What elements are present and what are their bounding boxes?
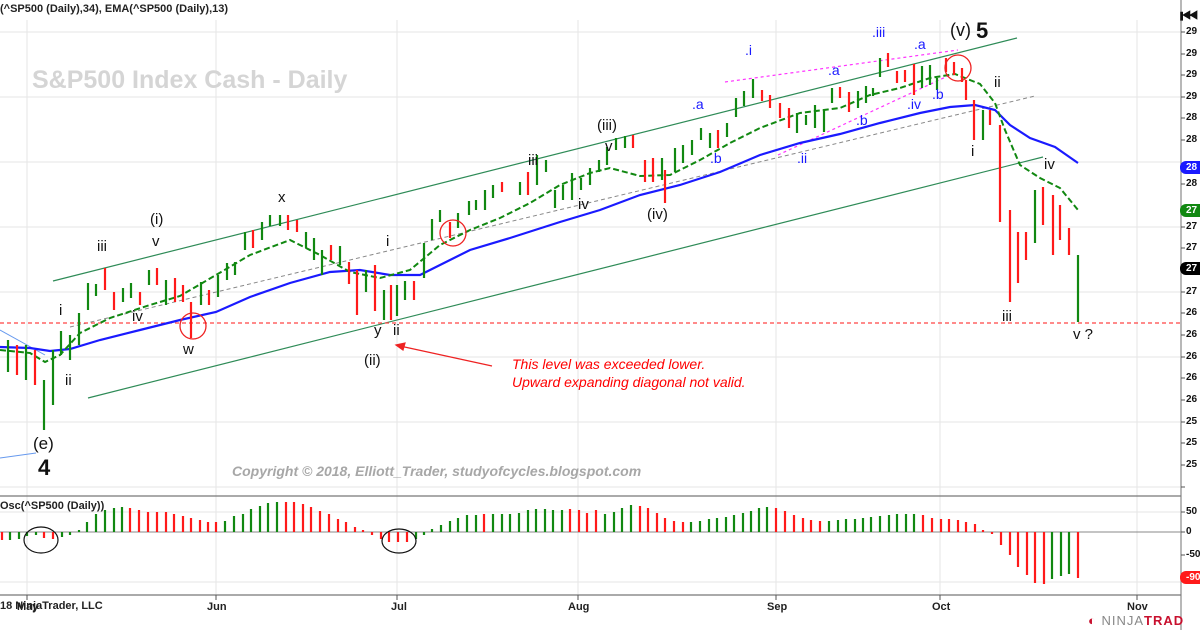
sma-value-tag: 28 <box>1180 161 1200 174</box>
chart-watermark-title: S&P500 Index Cash - Daily <box>32 66 348 94</box>
wave-label: iii <box>528 152 538 169</box>
wave-label: iv <box>1044 156 1055 173</box>
wave-label: ii <box>994 74 1001 91</box>
subwave-label: .i <box>745 42 752 58</box>
osc-tick: 50 <box>1186 506 1198 517</box>
wave-label: iv <box>132 308 143 325</box>
price-tick: 26 <box>1186 372 1198 383</box>
osc-tick: -50 <box>1186 549 1200 560</box>
oscillator-label: Osc(^SP500 (Daily)) <box>0 500 105 512</box>
subwave-label: .a <box>828 62 840 78</box>
subwave-label: .a <box>692 96 704 112</box>
osc-value-tag: -90 <box>1180 571 1200 584</box>
wave-5-label: 5 <box>976 18 989 43</box>
price-tick: 26 <box>1186 329 1198 340</box>
price-tick: 29 <box>1186 48 1198 59</box>
price-tick: 25 <box>1186 437 1198 448</box>
highlight-circles <box>179 54 972 340</box>
wave-label: y <box>374 322 382 339</box>
subwave-label: .b <box>856 112 868 128</box>
ninja-logo-icon: ◐ <box>1088 613 1097 628</box>
annotation-arrow <box>394 342 493 367</box>
subwave-label: .a <box>914 36 926 52</box>
wave-label: i <box>386 233 390 250</box>
month-label: Nov <box>1127 601 1148 613</box>
wave-label: i <box>59 302 63 319</box>
sma34-line <box>0 103 1079 353</box>
wave-label: iii <box>97 238 107 255</box>
subwave-label: .b <box>710 150 722 166</box>
price-tick: 29 <box>1186 69 1198 80</box>
ninjatrader-footer: 18 NinjaTrader, LLC <box>0 600 103 612</box>
wave-label: v <box>605 138 613 155</box>
skip-to-end-icon[interactable]: ⏮ <box>1180 6 1198 28</box>
grey-trendline <box>69 95 1036 328</box>
price-tick: 28 <box>1186 134 1198 145</box>
last-price-tag: 27 <box>1180 262 1200 275</box>
wave-4-label: 4 <box>38 455 51 480</box>
price-tick: 25 <box>1186 416 1198 427</box>
subwave-label: .b <box>932 86 944 102</box>
month-label: May <box>17 601 39 613</box>
wave4-line <box>0 329 46 356</box>
subwave-label: .iv <box>907 96 921 112</box>
wave-label: iv <box>578 196 589 213</box>
price-tick: 28 <box>1186 112 1198 123</box>
wave-label: (ii) <box>364 352 381 369</box>
wave-label: iii <box>1002 308 1012 325</box>
ninjatrader-logo: ◐ NINJATRAD <box>1088 613 1185 628</box>
ohlc-bars <box>6 53 1080 430</box>
copyright-text: Copyright © 2018, Elliott_Trader, studyo… <box>232 463 642 479</box>
price-tick: 27 <box>1186 221 1198 232</box>
price-tick: 26 <box>1186 351 1198 362</box>
month-label: Jul <box>391 601 407 613</box>
price-tick: 28 <box>1186 178 1198 189</box>
price-tick: 27 <box>1186 286 1198 297</box>
subwave-label: .ii <box>797 150 808 166</box>
wave-label: (iii) <box>597 117 617 134</box>
osc-tick: 0 <box>1186 526 1192 537</box>
wave-label: i <box>971 143 975 160</box>
ema-value-tag: 27 <box>1180 204 1200 217</box>
annotation-line-2: Upward expanding diagonal not valid. <box>512 374 746 390</box>
price-tick: 25 <box>1186 459 1198 470</box>
month-label: Jun <box>207 601 227 613</box>
month-label: Aug <box>568 601 590 613</box>
price-tick: 26 <box>1186 307 1198 318</box>
price-tick: 27 <box>1186 242 1198 253</box>
wave-label: w <box>183 341 194 358</box>
price-tick: 29 <box>1186 91 1198 102</box>
wave-label: (i) <box>150 211 164 228</box>
wave-label: (e) <box>33 434 54 453</box>
wave-label: x <box>278 189 286 206</box>
subwave-label: .iii <box>872 24 886 40</box>
wave-label: v ? <box>1073 326 1094 343</box>
month-label: Oct <box>932 601 951 613</box>
wave-label: ii <box>65 372 72 389</box>
indicator-label: (^SP500 (Daily),34), EMA(^SP500 (Daily),… <box>0 3 229 15</box>
oscillator-bars <box>0 502 1080 584</box>
price-tick: 26 <box>1186 394 1198 405</box>
price-tick: 29 <box>1186 26 1198 37</box>
gridlines <box>0 20 1180 595</box>
wave-label: v <box>152 233 160 250</box>
wave-label: ii <box>393 322 400 339</box>
annotation-line-1: This level was exceeded lower. <box>512 356 706 372</box>
wave-label: (iv) <box>647 206 668 223</box>
trend-channel <box>52 37 1044 399</box>
month-label: Sep <box>767 601 788 613</box>
wave-label: (v) <box>950 20 971 40</box>
